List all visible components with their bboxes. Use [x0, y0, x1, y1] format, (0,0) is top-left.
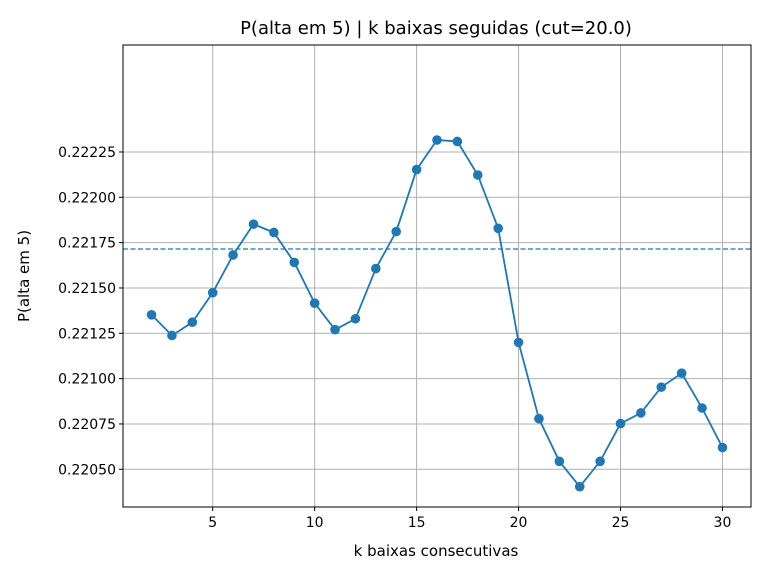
data-point	[534, 413, 544, 424]
data-point	[146, 310, 157, 320]
data-point	[574, 481, 585, 492]
data-point	[391, 226, 402, 237]
x-axis-label: k baixas consecutivas	[354, 542, 519, 560]
data-point	[452, 136, 463, 147]
data-point	[656, 382, 667, 392]
y-tick-label: 0.22175	[58, 236, 116, 252]
data-point	[554, 456, 565, 467]
x-tick-label: 30	[714, 515, 732, 531]
data-point	[676, 368, 687, 378]
data-point	[493, 223, 503, 234]
y-axis: 0.22050 0.22075 0.22100 0.22125 0.22150 0.221…	[58, 145, 123, 478]
y-axis-label: P(alta em 5)	[15, 230, 33, 322]
data-point	[330, 324, 340, 335]
plot-frame	[122, 44, 752, 508]
data-point	[289, 257, 300, 268]
y-tick-label: 0.22100	[58, 372, 116, 388]
x-tick-label: 25	[612, 515, 630, 531]
data-point	[350, 313, 361, 324]
series-group	[146, 135, 728, 492]
data-point	[207, 287, 218, 298]
y-tick-label: 0.22150	[58, 281, 116, 297]
data-point	[717, 442, 728, 453]
data-point	[636, 408, 646, 418]
data-point	[697, 403, 707, 413]
series-line	[150, 139, 724, 488]
data-point	[371, 263, 381, 274]
x-tick-label: 20	[510, 515, 528, 531]
x-tick-label: 5	[208, 515, 217, 531]
data-point	[309, 298, 320, 308]
data-point	[513, 337, 524, 348]
data-point	[167, 330, 177, 341]
x-tick-label: 10	[306, 515, 324, 531]
data-point	[187, 317, 198, 328]
y-tick-label: 0.22075	[58, 417, 116, 433]
data-point	[269, 227, 279, 238]
data-point	[432, 135, 442, 145]
y-tick-label: 0.22125	[58, 326, 116, 342]
x-axis: 5 10 15 20 25 30	[208, 507, 731, 531]
y-tick-label: 0.22225	[58, 145, 116, 161]
chart-title: P(alta em 5) | k baixas seguidas (cut=20…	[240, 18, 632, 39]
y-tick-label: 0.22200	[58, 190, 116, 206]
x-tick-label: 15	[408, 515, 426, 531]
data-point	[411, 164, 422, 175]
data-point	[248, 219, 259, 229]
y-tick-label: 0.22050	[58, 462, 116, 478]
grid-lines	[123, 45, 751, 507]
data-point	[615, 418, 626, 429]
data-point	[595, 456, 605, 467]
data-point	[472, 170, 483, 180]
data-point	[228, 250, 238, 260]
